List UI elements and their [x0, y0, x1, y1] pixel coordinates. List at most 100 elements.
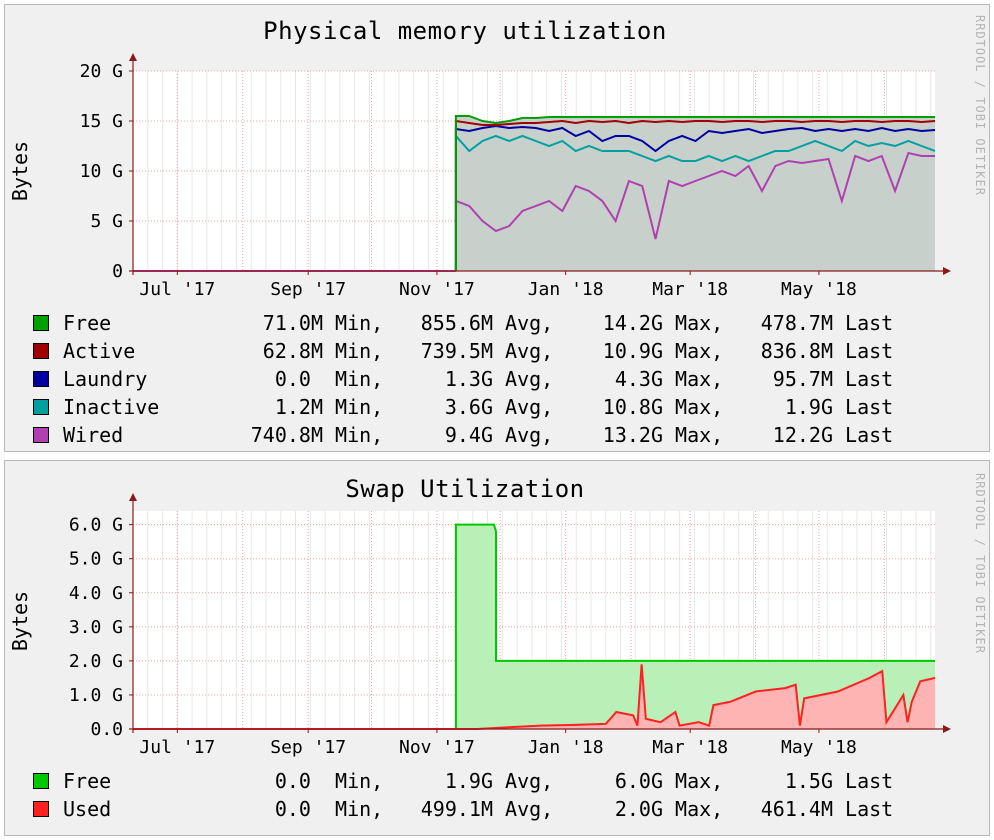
x-tick-label: Sep '17 — [270, 737, 346, 758]
series-line-inactive — [454, 133, 936, 271]
x-tick-label: Jul '17 — [139, 737, 215, 758]
legend-min-label: Min, — [323, 395, 384, 419]
y-tick-label: 2.0 G — [69, 651, 123, 672]
legend-avg-label: Avg, — [493, 797, 554, 821]
legend-max-label: Max, — [663, 395, 724, 419]
legend-row: Wired 740.8M Min, 9.4G Avg, 13.2G Max, 12.2G… — [33, 421, 893, 449]
y-tick-label: 1.0 G — [69, 685, 123, 706]
y-axis-arrow — [129, 53, 137, 61]
legend-max: 6.0G — [614, 769, 663, 793]
y-tick-label: 0.0 — [90, 719, 123, 740]
legend-avg-label: Avg, — [493, 311, 554, 335]
legend-last-label: Last — [833, 367, 894, 391]
legend-max-label: Max, — [663, 769, 724, 793]
legend-last-label: Last — [833, 423, 894, 447]
legend-row: Active 62.8M Min, 739.5M Avg, 10.9G Max, 836… — [33, 337, 893, 365]
series-line-used — [133, 664, 936, 730]
legend-last-label: Last — [833, 339, 894, 363]
legend-avg-label: Avg, — [493, 339, 554, 363]
x-tick-label: Mar '18 — [652, 737, 728, 758]
swap-panel: Swap Utilization 0.0 1.0 G 2.0 G 3.0 G 4.0 G… — [4, 460, 990, 836]
legend-last: 12.2G — [772, 423, 833, 447]
legend-last: 478.7M — [760, 311, 833, 335]
y-axis-arrow — [129, 493, 137, 501]
swap-legend: Free 0.0 Min, 1.9G Avg, 6.0G Max, 1.5G Last U… — [33, 767, 893, 823]
legend-min-label: Min, — [323, 797, 384, 821]
series-line-laundry — [454, 124, 936, 271]
legend-last: 1.9G — [784, 395, 833, 419]
legend-last-label: Last — [833, 311, 894, 335]
legend-last: 836.8M — [760, 339, 833, 363]
legend-name: Used — [63, 797, 112, 821]
legend-avg: 1.3G — [444, 367, 493, 391]
legend-min: 0.0 — [274, 367, 323, 391]
legend-max-label: Max, — [663, 311, 724, 335]
x-axis-arrow — [943, 267, 951, 275]
y-tick-label: 10 G — [80, 161, 123, 182]
chart-title: Swap Utilization — [345, 475, 585, 503]
y-axis-title: Bytes — [8, 591, 32, 651]
x-tick-label: Jan '18 — [528, 279, 604, 300]
x-tick-label: Nov '17 — [399, 737, 475, 758]
legend-max-label: Max, — [663, 367, 724, 391]
legend-last: 95.7M — [772, 367, 833, 391]
legend-min: 0.0 — [274, 769, 323, 793]
legend-min-label: Min, — [323, 769, 384, 793]
rrdtool-credit: RRDTOOL / TOBI OETIKER — [973, 473, 987, 654]
legend-max: 2.0G — [614, 797, 663, 821]
series-line-free — [454, 115, 935, 271]
x-axis-arrow — [943, 725, 951, 733]
legend-swatch — [33, 399, 49, 415]
legend-min: 1.2M — [274, 395, 323, 419]
legend-swatch — [33, 315, 49, 331]
x-tick-label: Nov '17 — [399, 279, 475, 300]
legend-max: 4.3G — [614, 367, 663, 391]
x-tick-label: Jul '17 — [139, 279, 215, 300]
legend-row: Free 71.0M Min, 855.6M Avg, 14.2G Max, 478.7… — [33, 309, 893, 337]
legend-swatch — [33, 427, 49, 443]
legend-max: 14.2G — [602, 311, 663, 335]
legend-min-label: Min, — [323, 367, 384, 391]
legend-name: Free — [63, 769, 112, 793]
legend-avg: 499.1M — [420, 797, 493, 821]
rrdtool-credit: RRDTOOL / TOBI OETIKER — [973, 15, 987, 196]
legend-max-label: Max, — [663, 423, 724, 447]
legend-row: Laundry 0.0 Min, 1.3G Avg, 4.3G Max, 95.7M L… — [33, 365, 893, 393]
y-tick-label: 15 G — [80, 111, 123, 132]
x-tick-label: Mar '18 — [652, 279, 728, 300]
x-tick-label: May '18 — [781, 279, 857, 300]
legend-min-label: Min, — [323, 311, 384, 335]
y-tick-label: 4.0 G — [69, 583, 123, 604]
memory-legend: Free 71.0M Min, 855.6M Avg, 14.2G Max, 478.7… — [33, 309, 893, 449]
legend-max: 10.9G — [602, 339, 663, 363]
legend-last-label: Last — [833, 769, 894, 793]
legend-swatch — [33, 773, 49, 789]
y-tick-label: 5 G — [90, 211, 123, 232]
legend-avg: 9.4G — [444, 423, 493, 447]
y-axis-title: Bytes — [8, 141, 32, 201]
legend-avg-label: Avg, — [493, 367, 554, 391]
legend-avg: 3.6G — [444, 395, 493, 419]
legend-min: 71.0M — [262, 311, 323, 335]
legend-row: Free 0.0 Min, 1.9G Avg, 6.0G Max, 1.5G Last — [33, 767, 893, 795]
x-tick-label: Jan '18 — [528, 737, 604, 758]
area-fill — [455, 116, 935, 271]
legend-name: Free — [63, 311, 112, 335]
swap-chart: 0.0 1.0 G 2.0 G 3.0 G 4.0 G 5.0 G 6.0 G Jul '17… — [8, 493, 951, 758]
legend-max-label: Max, — [663, 339, 724, 363]
legend-min-label: Min, — [323, 339, 384, 363]
legend-avg: 739.5M — [420, 339, 493, 363]
legend-avg: 1.9G — [444, 769, 493, 793]
memory-chart: 0 5 G 10 G 15 G 20 G Jul '17 Sep '17 Nov '17 Jan… — [8, 53, 951, 300]
memory-panel: Physical memory utilization 0 5 G 10 G 15 G… — [4, 4, 990, 452]
legend-min: 0.0 — [274, 797, 323, 821]
legend-last-label: Last — [833, 797, 894, 821]
legend-name: Wired — [63, 423, 124, 447]
x-tick-label: Sep '17 — [270, 279, 346, 300]
legend-swatch — [33, 801, 49, 817]
legend-avg-label: Avg, — [493, 395, 554, 419]
series-line-active — [454, 119, 936, 271]
y-tick-label: 3.0 G — [69, 617, 123, 638]
legend-avg-label: Avg, — [493, 423, 554, 447]
legend-swatch — [33, 343, 49, 359]
